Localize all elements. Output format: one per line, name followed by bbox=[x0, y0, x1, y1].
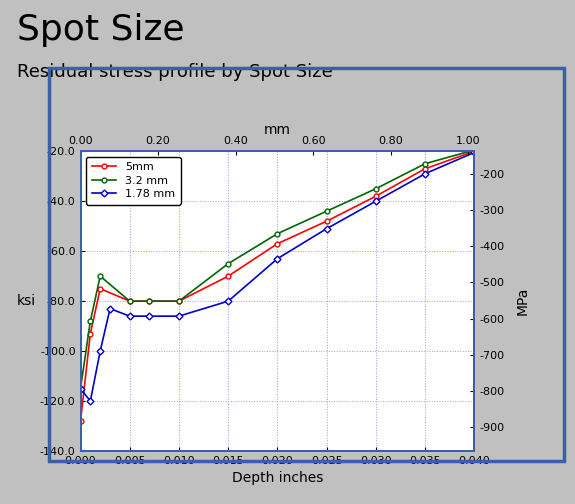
3.2 mm bbox=[97, 273, 104, 279]
5mm bbox=[146, 298, 153, 304]
1.78 mm bbox=[421, 171, 428, 177]
5mm bbox=[87, 331, 94, 337]
5mm bbox=[97, 286, 104, 292]
5mm bbox=[175, 298, 182, 304]
3.2 mm bbox=[87, 318, 94, 324]
1.78 mm bbox=[175, 313, 182, 319]
3.2 mm bbox=[323, 208, 330, 214]
3.2 mm bbox=[421, 161, 428, 167]
Legend: 5mm, 3.2 mm, 1.78 mm: 5mm, 3.2 mm, 1.78 mm bbox=[86, 157, 181, 205]
5mm bbox=[323, 218, 330, 224]
1.78 mm bbox=[471, 149, 478, 155]
Line: 1.78 mm: 1.78 mm bbox=[78, 150, 477, 404]
1.78 mm bbox=[87, 398, 94, 404]
1.78 mm bbox=[126, 313, 133, 319]
3.2 mm bbox=[274, 231, 281, 237]
Text: Residual stress profile by Spot Size: Residual stress profile by Spot Size bbox=[17, 63, 333, 81]
5mm bbox=[274, 240, 281, 246]
X-axis label: mm: mm bbox=[264, 122, 291, 137]
3.2 mm bbox=[126, 298, 133, 304]
Line: 5mm: 5mm bbox=[78, 149, 477, 423]
1.78 mm bbox=[146, 313, 153, 319]
5mm bbox=[225, 273, 232, 279]
5mm bbox=[471, 148, 478, 154]
X-axis label: Depth inches: Depth inches bbox=[232, 472, 323, 485]
3.2 mm bbox=[373, 185, 380, 192]
5mm bbox=[126, 298, 133, 304]
Y-axis label: ksi: ksi bbox=[17, 294, 36, 308]
Text: Spot Size: Spot Size bbox=[17, 13, 185, 46]
1.78 mm bbox=[77, 386, 84, 392]
3.2 mm bbox=[77, 386, 84, 392]
Line: 3.2 mm: 3.2 mm bbox=[78, 148, 477, 391]
Y-axis label: MPa: MPa bbox=[515, 287, 530, 316]
3.2 mm bbox=[225, 261, 232, 267]
3.2 mm bbox=[146, 298, 153, 304]
1.78 mm bbox=[274, 256, 281, 262]
1.78 mm bbox=[106, 305, 113, 311]
1.78 mm bbox=[97, 348, 104, 354]
3.2 mm bbox=[175, 298, 182, 304]
1.78 mm bbox=[323, 226, 330, 232]
5mm bbox=[373, 193, 380, 199]
5mm bbox=[77, 418, 84, 424]
1.78 mm bbox=[373, 198, 380, 204]
1.78 mm bbox=[225, 298, 232, 304]
3.2 mm bbox=[471, 147, 478, 153]
5mm bbox=[421, 166, 428, 172]
